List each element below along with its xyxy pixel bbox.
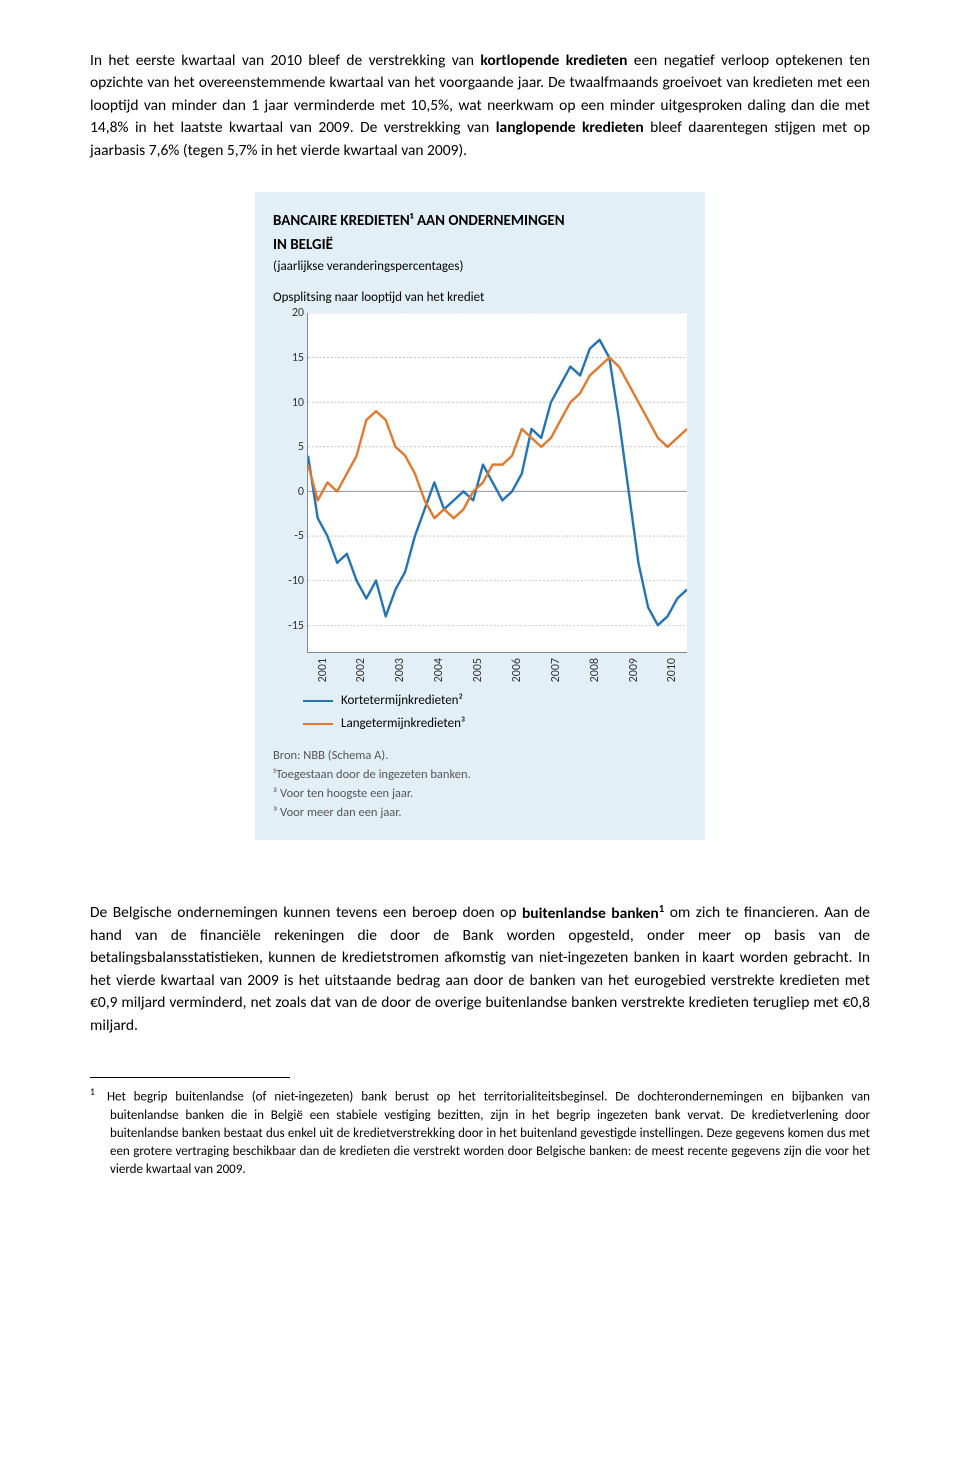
chart-title-line2: IN BELGIË — [273, 236, 687, 256]
chart-split-label: Opsplitsing naar looptijd van het kredie… — [273, 290, 687, 305]
chart-xtick: 2005 — [471, 658, 485, 682]
chart-plot-area: -15-10-505101520200120022003200420052006… — [307, 313, 687, 653]
chart-ytick: -10 — [276, 574, 304, 588]
legend-label: Langetermijnkredieten³ — [341, 716, 465, 731]
legend-item: Kortetermijnkredieten² — [303, 693, 687, 708]
chart-legend: Kortetermijnkredieten² Langetermijnkredie… — [273, 693, 687, 731]
p1-b2: langlopende kredieten — [496, 118, 644, 137]
chart-source-line: ³ Voor meer dan een jaar. — [273, 804, 687, 823]
chart-xtick: 2007 — [549, 658, 563, 682]
chart-xtick: 2004 — [432, 658, 446, 682]
footnote-text: Het begrip buitenlandse (of niet-ingezet… — [107, 1090, 870, 1178]
legend-swatch — [303, 723, 333, 726]
chart-ytick: 15 — [276, 351, 304, 365]
legend-item: Langetermijnkredieten³ — [303, 716, 687, 731]
chart-ytick: 5 — [276, 440, 304, 454]
chart-xtick: 2006 — [510, 658, 524, 682]
chart-source-line: Bron: NBB (Schema A). — [273, 747, 687, 766]
chart-ytick: -5 — [276, 529, 304, 543]
footnote-separator — [90, 1077, 290, 1078]
chart-xtick: 2010 — [665, 658, 679, 682]
chart-xtick: 2008 — [588, 658, 602, 682]
p2-s1: De Belgische ondernemingen kunnen tevens… — [90, 904, 522, 923]
chart-ytick: 10 — [276, 396, 304, 410]
p1-s1: In het eerste kwartaal van 2010 bleef de… — [90, 51, 480, 70]
chart-source: Bron: NBB (Schema A).¹Toegestaan door de… — [273, 747, 687, 822]
chart-svg — [308, 313, 687, 652]
chart-xtick: 2009 — [627, 658, 641, 682]
chart-xtick: 2003 — [393, 658, 407, 682]
footnote-1: 1Het begrip buitenlandse (of niet-ingeze… — [90, 1086, 870, 1179]
paragraph-2: De Belgische ondernemingen kunnen tevens… — [90, 900, 870, 1037]
legend-swatch — [303, 700, 333, 703]
chart-source-line: ¹Toegestaan door de ingezeten banken. — [273, 766, 687, 785]
chart-xtick: 2002 — [354, 658, 368, 682]
chart-source-line: ² Voor ten hoogste een jaar. — [273, 785, 687, 804]
chart-subtitle: (jaarlijkse veranderingspercentages) — [273, 259, 687, 274]
chart-ytick: 20 — [276, 306, 304, 320]
chart-title-line1: BANCAIRE KREDIETEN¹ AAN ONDERNEMINGEN — [273, 212, 687, 232]
footnote-number: 1 — [90, 1086, 107, 1098]
p2-s2: om zich te financieren. Aan de hand van … — [90, 904, 870, 1035]
p1-b1: kortlopende kredieten — [480, 51, 627, 70]
chart-container: BANCAIRE KREDIETEN¹ AAN ONDERNEMINGEN IN… — [255, 192, 705, 840]
p2-b1: buitenlandse banken1 — [522, 904, 664, 923]
chart-ytick: 0 — [276, 485, 304, 499]
paragraph-1: In het eerste kwartaal van 2010 bleef de… — [90, 50, 870, 162]
chart-xtick: 2001 — [316, 658, 330, 682]
chart-ytick: -15 — [276, 619, 304, 633]
legend-label: Kortetermijnkredieten² — [341, 693, 463, 708]
